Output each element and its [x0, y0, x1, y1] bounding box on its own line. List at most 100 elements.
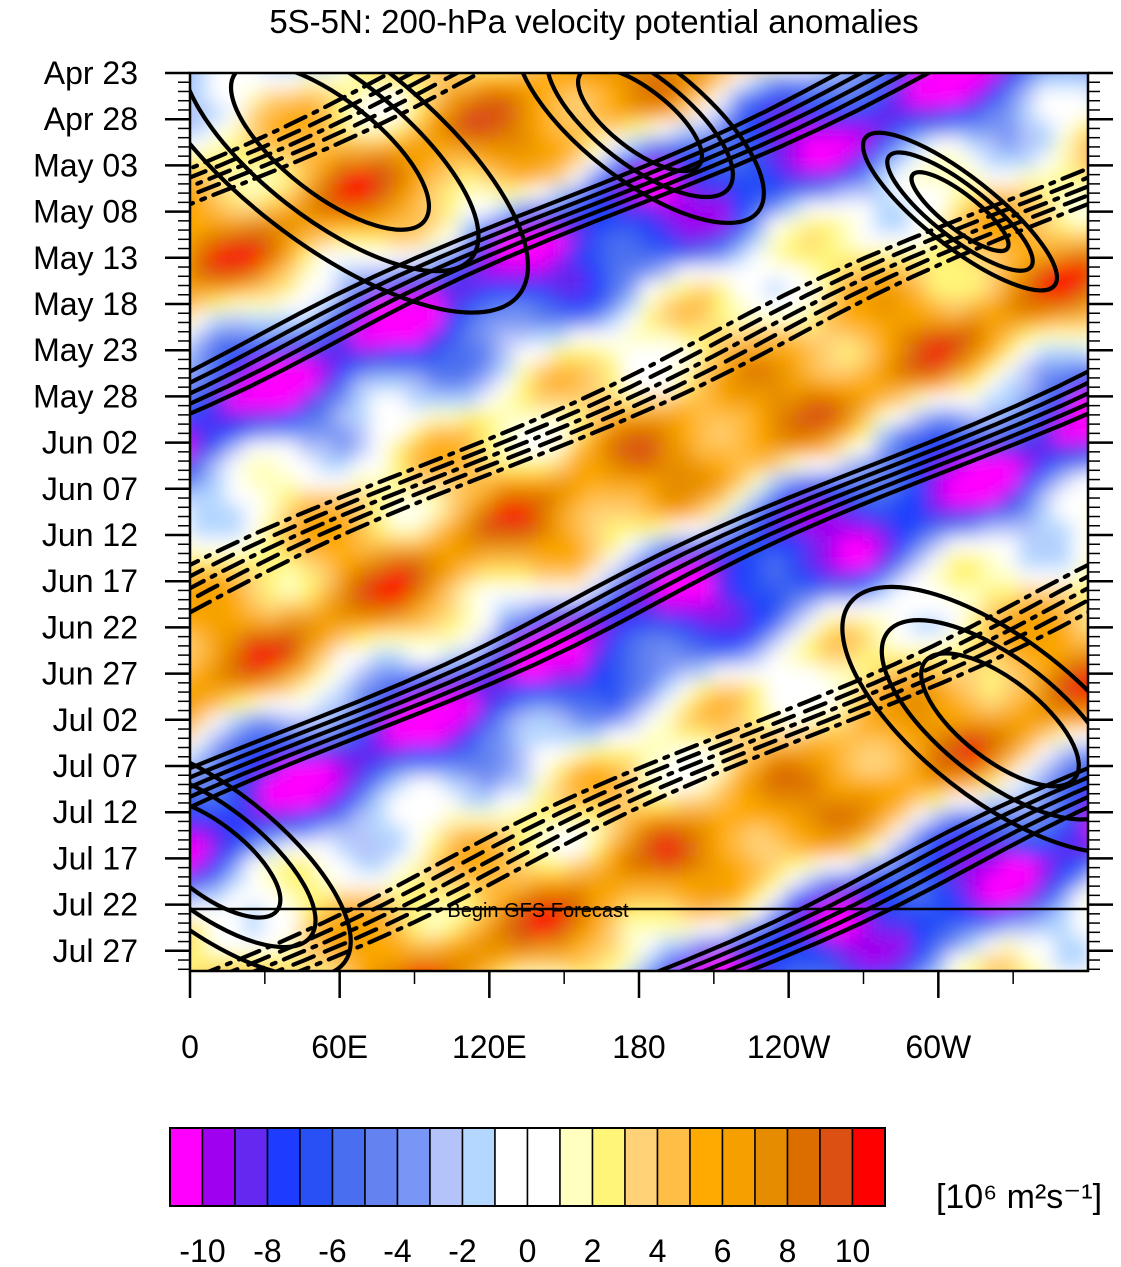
heatmap-cell — [370, 521, 389, 538]
heatmap-cell — [1018, 473, 1037, 490]
heatmap-cell — [622, 841, 641, 858]
heatmap-cell — [424, 793, 443, 810]
heatmap-cell — [460, 985, 479, 1002]
heatmap-cell — [964, 153, 983, 170]
heatmap-cell — [226, 457, 245, 474]
heatmap-cell — [730, 105, 749, 122]
y-tick-label: May 08 — [33, 194, 138, 230]
heatmap-cell — [244, 681, 263, 698]
heatmap-cell — [946, 345, 965, 362]
heatmap-cell — [766, 441, 785, 458]
heatmap-cell — [280, 777, 299, 794]
heatmap-cell — [640, 265, 659, 282]
heatmap-cell — [208, 985, 227, 1002]
heatmap-cell — [910, 793, 929, 810]
heatmap-cell — [226, 873, 245, 890]
heatmap-cell — [658, 841, 677, 858]
heatmap-cell — [1036, 841, 1055, 858]
heatmap-cell — [190, 457, 191, 474]
heatmap-cell — [1036, 361, 1055, 378]
heatmap-cell — [478, 985, 497, 1002]
heatmap-cell — [748, 217, 767, 234]
heatmap-cell — [460, 921, 479, 938]
heatmap-cell — [226, 841, 245, 858]
colorbar-label: 2 — [584, 1233, 602, 1267]
heatmap-cell — [748, 873, 767, 890]
heatmap-cell — [298, 617, 317, 634]
heatmap-cell — [532, 745, 551, 762]
heatmap-cell — [1018, 761, 1037, 778]
heatmap-cell — [856, 73, 875, 74]
heatmap-cell — [1090, 217, 1109, 234]
heatmap-cell — [604, 649, 623, 666]
heatmap-cell — [1072, 217, 1088, 234]
heatmap-cell — [442, 169, 461, 186]
heatmap-cell — [748, 809, 767, 826]
heatmap-cell — [370, 345, 389, 362]
heatmap-cell — [964, 873, 983, 890]
heatmap-cell — [784, 617, 803, 634]
heatmap-cell — [820, 169, 839, 186]
heatmap-cell — [208, 233, 227, 250]
heatmap-cell — [298, 473, 317, 490]
heatmap-cell — [1072, 153, 1088, 170]
heatmap-cell — [496, 985, 515, 1002]
heatmap-cell — [820, 841, 839, 858]
heatmap-cell — [802, 633, 821, 650]
heatmap-cell — [766, 873, 785, 890]
heatmap-cell — [622, 233, 641, 250]
heatmap-cell — [676, 313, 695, 330]
y-tick-label: May 23 — [33, 332, 138, 368]
heatmap-cell — [226, 681, 245, 698]
heatmap-cell — [892, 425, 911, 442]
heatmap-cell — [460, 777, 479, 794]
heatmap-cell — [820, 73, 839, 74]
heatmap-cell — [964, 553, 983, 570]
heatmap-cell — [766, 425, 785, 442]
heatmap-cell — [604, 937, 623, 954]
heatmap-cell — [946, 377, 965, 394]
heatmap-cell — [496, 89, 515, 106]
heatmap-cell — [514, 297, 533, 314]
heatmap-cell — [1054, 665, 1073, 682]
heatmap-cell — [514, 537, 533, 554]
colorbar-box — [754, 1127, 789, 1207]
heatmap-cell — [298, 457, 317, 474]
heatmap-cell — [784, 633, 803, 650]
heatmap-cell — [946, 729, 965, 746]
heatmap-cell — [1000, 489, 1019, 506]
heatmap-cell — [352, 953, 371, 970]
heatmap-cell — [208, 201, 227, 218]
heatmap-cell — [1000, 745, 1019, 762]
heatmap-cell — [514, 409, 533, 426]
heatmap-cell — [802, 553, 821, 570]
heatmap-cell — [712, 697, 731, 714]
heatmap-cell — [1000, 345, 1019, 362]
heatmap-cell — [838, 537, 857, 554]
heatmap-cell — [658, 889, 677, 906]
heatmap-cell — [946, 137, 965, 154]
heatmap-cell — [676, 281, 695, 298]
heatmap-cell — [604, 889, 623, 906]
heatmap-cell — [586, 841, 605, 858]
heatmap-cell — [586, 249, 605, 266]
heatmap-cell — [1072, 73, 1088, 74]
heatmap-cell — [748, 73, 767, 90]
heatmap-cell — [640, 425, 659, 442]
contour-ring — [190, 73, 481, 274]
y-tick-label: Jul 02 — [53, 702, 138, 738]
heatmap-cell — [1054, 425, 1073, 442]
heatmap-cell — [244, 233, 263, 250]
heatmap-cell — [352, 857, 371, 874]
heatmap-cell — [640, 841, 659, 858]
heatmap-cell — [370, 329, 389, 346]
heatmap-cell — [514, 553, 533, 570]
heatmap-cell — [424, 217, 443, 234]
heatmap-cell — [784, 409, 803, 426]
heatmap-cell — [730, 569, 749, 586]
heatmap-cell — [262, 105, 281, 122]
heatmap-cell — [424, 617, 443, 634]
heatmap-cell — [478, 521, 497, 538]
heatmap-cell — [910, 297, 929, 314]
heatmap-cell — [262, 281, 281, 298]
